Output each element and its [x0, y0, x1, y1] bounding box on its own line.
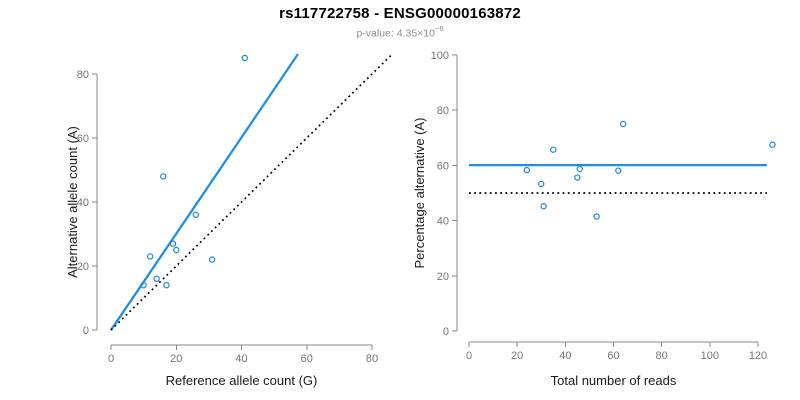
- data-point: [593, 213, 600, 220]
- x-tick-label: 0: [466, 350, 472, 362]
- x-tick-label: 60: [301, 353, 313, 365]
- x-tick-label: 40: [235, 353, 247, 365]
- pvalue-exponent: −6: [434, 24, 444, 33]
- data-point: [550, 146, 557, 153]
- y-tick-label: 0: [443, 326, 449, 338]
- data-point: [769, 141, 776, 148]
- data-point: [159, 173, 167, 180]
- x-tick-label: 20: [170, 353, 182, 365]
- data-point: [619, 120, 627, 128]
- y-tick-label: 40: [77, 197, 89, 209]
- y-tick-label: 60: [77, 133, 89, 145]
- x-axis-title: Reference allele count (G): [166, 373, 318, 388]
- x-axis-title: Total number of reads: [551, 373, 677, 388]
- data-point: [153, 275, 160, 282]
- data-point: [241, 54, 248, 62]
- y-axis-title: Percentage alternative (A): [412, 117, 427, 268]
- data-point: [576, 165, 583, 173]
- y-tick-label: 20: [437, 271, 449, 283]
- x-tick-label: 80: [366, 353, 378, 365]
- y-tick-label: 20: [77, 261, 89, 273]
- data-point: [615, 167, 622, 174]
- data-point: [538, 180, 545, 188]
- y-tick-label: 60: [437, 160, 449, 172]
- data-point: [140, 282, 147, 289]
- x-tick-label: 20: [511, 350, 523, 362]
- figure-title: rs117722758 - ENSG00000163872: [279, 5, 521, 22]
- x-tick-label: 80: [656, 350, 668, 362]
- x-tick-label: 0: [108, 353, 114, 365]
- x-tick-label: 120: [749, 350, 767, 362]
- data-point: [523, 166, 530, 174]
- data-point: [169, 240, 177, 247]
- x-tick-label: 40: [559, 350, 571, 362]
- y-tick-label: 80: [437, 105, 449, 117]
- y-tick-label: 80: [77, 69, 89, 81]
- fit-line: [110, 53, 299, 331]
- x-tick-label: 60: [607, 350, 619, 362]
- data-point: [163, 282, 170, 289]
- y-tick-label: 40: [437, 216, 449, 228]
- y-tick-label: 100: [431, 50, 449, 62]
- x-tick-label: 100: [701, 350, 719, 362]
- data-point: [146, 253, 154, 260]
- data-point: [173, 246, 180, 254]
- right-chart: 0 20 40 60 80 100 120 0 20 40 60 80 100 Total number …: [412, 50, 776, 388]
- pvalue-text: p-value: 4.35×10: [356, 27, 435, 40]
- y-tick-label: 0: [83, 325, 89, 337]
- identity-line: [110, 54, 392, 331]
- data-point: [192, 211, 200, 218]
- y-axis-title: Alternative allele count (A): [65, 126, 80, 278]
- data-point: [574, 174, 581, 181]
- figure-subtitle: p-value: 4.35×10−6: [0, 24, 800, 40]
- data-point: [540, 203, 547, 210]
- left-chart: 0 20 40 60 80 0 20 40 60 80 Reference allele count…: [65, 53, 392, 388]
- data-point: [208, 256, 216, 263]
